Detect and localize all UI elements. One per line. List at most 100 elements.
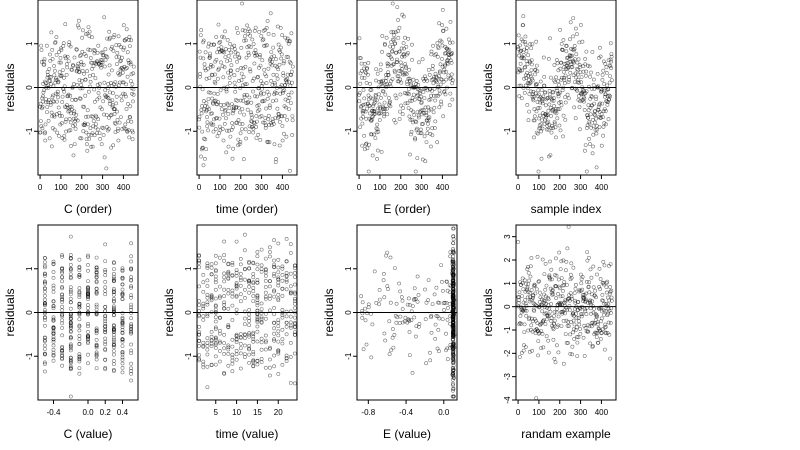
data-point [412,315,417,320]
data-point [257,55,262,59]
data-point [125,66,129,70]
data-point [47,74,52,79]
data-point [276,67,281,72]
data-point [451,246,455,251]
data-point [580,39,585,44]
data-point [450,283,455,288]
data-point [540,297,544,302]
data-point [201,38,206,43]
data-point [262,67,267,72]
data-point [558,27,563,32]
data-point [110,103,115,108]
data-point [272,294,277,299]
data-point [77,341,82,346]
data-point [68,256,73,261]
data-point [516,300,521,305]
data-point [528,71,533,76]
data-point [248,110,253,115]
data-point [112,367,116,372]
data-point [563,298,568,303]
data-point [522,76,527,81]
data-point [570,296,574,301]
data-point [542,292,546,297]
data-point [584,312,589,317]
data-point [410,96,415,100]
data-point [90,35,94,40]
data-point [94,337,99,342]
x-axis-label: C (value) [64,427,113,441]
data-point [255,324,260,329]
data-point [414,120,419,124]
data-point [403,315,408,320]
data-point [422,74,427,79]
data-point [289,101,293,106]
data-point [226,291,231,296]
y-tick-label: 0 [344,310,353,315]
data-point [544,103,548,108]
data-point [120,287,125,292]
data-point [68,105,72,109]
data-point [106,86,110,91]
data-point [221,75,226,80]
data-point [65,54,70,59]
y-axis-label: residuals [481,288,495,336]
data-point [247,67,252,72]
data-point [585,113,590,118]
x-tick-label: 15 [253,408,262,417]
data-point [405,51,410,55]
data-point [209,341,214,346]
data-point [602,263,607,268]
x-axis-label: time (value) [216,427,279,441]
data-point [43,130,48,135]
data-point [537,279,541,284]
data-point [51,270,56,274]
data-point [129,38,134,43]
data-point [86,333,90,338]
data-point [259,340,264,345]
data-point [230,260,235,265]
data-point [264,106,269,111]
data-point [114,55,119,60]
data-point [526,282,531,287]
data-point [530,94,535,99]
data-point [451,350,456,355]
data-point [440,23,445,28]
data-point [272,337,277,342]
data-point [269,123,274,128]
data-point [449,60,454,65]
data-point [103,285,108,290]
data-point [70,98,75,102]
data-point [67,40,72,45]
data-point [292,381,297,386]
data-point [394,301,399,306]
data-point [247,343,252,348]
data-point [112,309,116,314]
data-point [213,280,218,285]
data-point [217,255,222,260]
data-point [130,82,135,87]
data-point [266,32,271,36]
data-point [379,82,384,86]
data-point [60,94,65,99]
data-point [605,102,610,107]
data-point [112,343,116,348]
x-tick-label: 100 [532,183,546,192]
x-tick-label: 400 [595,408,609,417]
data-point [250,115,255,120]
data-point [225,102,230,107]
y-tick-label: 0 [184,85,193,90]
data-point [430,67,435,72]
data-point [559,276,564,281]
data-point [103,47,108,52]
data-point [412,297,417,301]
x-tick-label: 100 [213,183,227,192]
data-point [524,313,529,318]
data-point [377,80,382,84]
data-point [51,358,56,363]
data-point [226,269,231,274]
data-point [370,109,374,113]
data-point [570,344,575,349]
data-point [270,59,274,64]
data-point [561,38,566,42]
